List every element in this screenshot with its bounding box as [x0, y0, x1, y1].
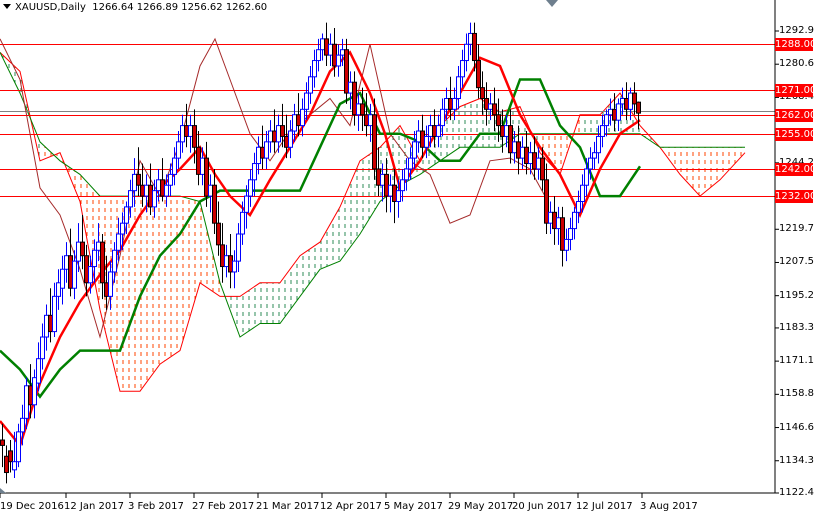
chart-shift-marker[interactable] — [0, 488, 6, 493]
price-tick-label: 1195.25 — [779, 289, 814, 301]
price-tick-label: 1146.60 — [779, 421, 814, 433]
level-price-label: 1271.00 — [775, 83, 814, 97]
date-tick-label: 20 Jun 2017 — [512, 501, 573, 512]
date-tick-label: 3 Feb 2017 — [128, 501, 184, 512]
date-tick-label: 12 Jul 2017 — [576, 501, 633, 512]
price-tick-label: 1219.75 — [779, 223, 814, 235]
price-tick-label: 1207.50 — [779, 256, 814, 268]
price-tick-label: 1171.10 — [779, 355, 814, 367]
date-tick-label: 19 Dec 2016 — [0, 501, 64, 512]
date-tick-label: 21 Mar 2017 — [256, 501, 320, 512]
date-tick-label: 3 Aug 2017 — [640, 501, 698, 512]
level-price-label: 1255.00 — [775, 127, 814, 141]
level-price-label: 1262.00 — [775, 108, 814, 122]
chart-end-marker-icon[interactable] — [546, 0, 558, 7]
date-tick-label: 29 May 2017 — [448, 501, 514, 512]
price-tick-label: 1134.35 — [779, 454, 814, 466]
axis-ticks — [0, 30, 779, 498]
date-tick-label: 5 May 2017 — [384, 501, 443, 512]
date-tick-label: 12 Jan 2017 — [64, 501, 124, 512]
price-tick-label: 1268.40 — [779, 91, 814, 103]
candlesticks — [0, 22, 641, 484]
level-price-label: 1288.00 — [775, 37, 814, 51]
chart-title: XAUUSD,Daily 1266.64 1266.89 1256.62 126… — [3, 2, 267, 13]
price-tick-label: 1280.65 — [779, 58, 814, 70]
price-tick-label: 1158.85 — [779, 388, 814, 400]
level-price-label: 1242.00 — [775, 162, 814, 176]
ohlc-values: 1266.64 1266.89 1256.62 1262.60 — [92, 2, 268, 13]
price-tick-label: 1292.90 — [779, 25, 814, 36]
date-tick-label: 27 Feb 2017 — [192, 501, 255, 512]
symbol-timeframe: XAUUSD,Daily — [15, 2, 86, 13]
price-tick-label: 1122.45 — [779, 487, 814, 498]
price-tick-label: 1183.35 — [779, 321, 814, 333]
date-tick-label: 12 Apr 2017 — [320, 501, 382, 512]
price-tick-label: 1244.25 — [779, 157, 814, 169]
level-price-label: 1232.00 — [775, 189, 814, 203]
dropdown-triangle-icon[interactable] — [3, 4, 11, 9]
